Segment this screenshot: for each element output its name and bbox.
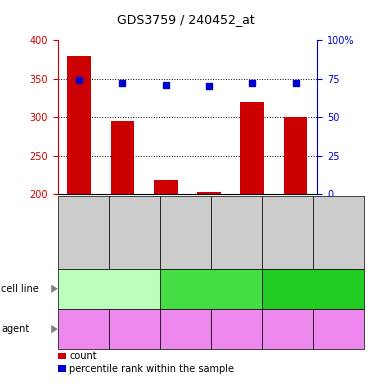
Text: oncona
se: oncona se — [324, 319, 352, 339]
Bar — [111, 121, 134, 194]
Text: control: control — [172, 325, 198, 334]
Text: M49: M49 — [302, 284, 323, 294]
Text: cell line: cell line — [1, 284, 39, 294]
Text: GDS3759 / 240452_at: GDS3759 / 240452_at — [116, 13, 255, 26]
Text: M25: M25 — [98, 284, 119, 294]
Bar — [284, 117, 308, 194]
Text: GSM425512: GSM425512 — [334, 209, 342, 255]
Text: oncona
se: oncona se — [222, 319, 250, 339]
Text: GSM425510: GSM425510 — [129, 209, 138, 255]
Text: percentile rank within the sample: percentile rank within the sample — [69, 364, 234, 374]
Bar — [197, 192, 221, 194]
Text: oncona
se: oncona se — [120, 319, 148, 339]
Text: M29: M29 — [200, 284, 221, 294]
Text: GSM425508: GSM425508 — [181, 209, 190, 255]
Text: agent: agent — [1, 324, 29, 334]
Text: control: control — [274, 325, 301, 334]
Bar — [154, 180, 178, 194]
Text: count: count — [69, 351, 97, 361]
Text: control: control — [70, 325, 96, 334]
Bar — [67, 56, 91, 194]
Text: GSM425509: GSM425509 — [283, 209, 292, 255]
Text: GSM425507: GSM425507 — [79, 209, 88, 255]
Bar — [240, 102, 264, 194]
Text: GSM425511: GSM425511 — [232, 209, 240, 255]
